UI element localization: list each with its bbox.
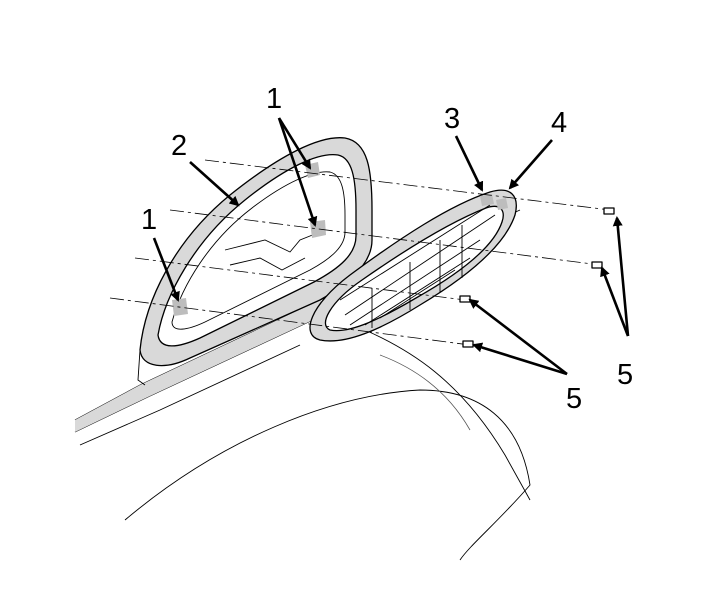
callout-5-bottom: 5 bbox=[566, 383, 582, 415]
callout-1-top: 1 bbox=[266, 83, 282, 115]
leader-5-right-b bbox=[600, 266, 630, 337]
leader-arrows bbox=[152, 117, 630, 376]
leader-2 bbox=[189, 161, 240, 207]
vehicle-body bbox=[74, 209, 531, 561]
callout-4: 4 bbox=[551, 107, 567, 139]
leader-1-left bbox=[152, 237, 180, 302]
grille-cover bbox=[309, 189, 517, 342]
leader-5-bottom-a bbox=[468, 298, 568, 376]
callout-2: 2 bbox=[171, 130, 187, 162]
alignment-lines bbox=[109, 159, 611, 346]
intake-housing bbox=[137, 137, 373, 386]
leader-4 bbox=[508, 139, 553, 190]
callout-labels: 1 1 2 3 4 5 5 bbox=[141, 83, 633, 415]
callout-5-right: 5 bbox=[617, 359, 633, 391]
leader-1-top-a bbox=[277, 117, 312, 170]
leader-1-top-b bbox=[277, 117, 318, 227]
leader-3 bbox=[454, 135, 484, 192]
callout-3: 3 bbox=[444, 103, 460, 135]
leader-5-bottom-b bbox=[472, 342, 568, 376]
leader-5-right-a bbox=[612, 216, 630, 337]
callout-1-left: 1 bbox=[141, 204, 157, 236]
